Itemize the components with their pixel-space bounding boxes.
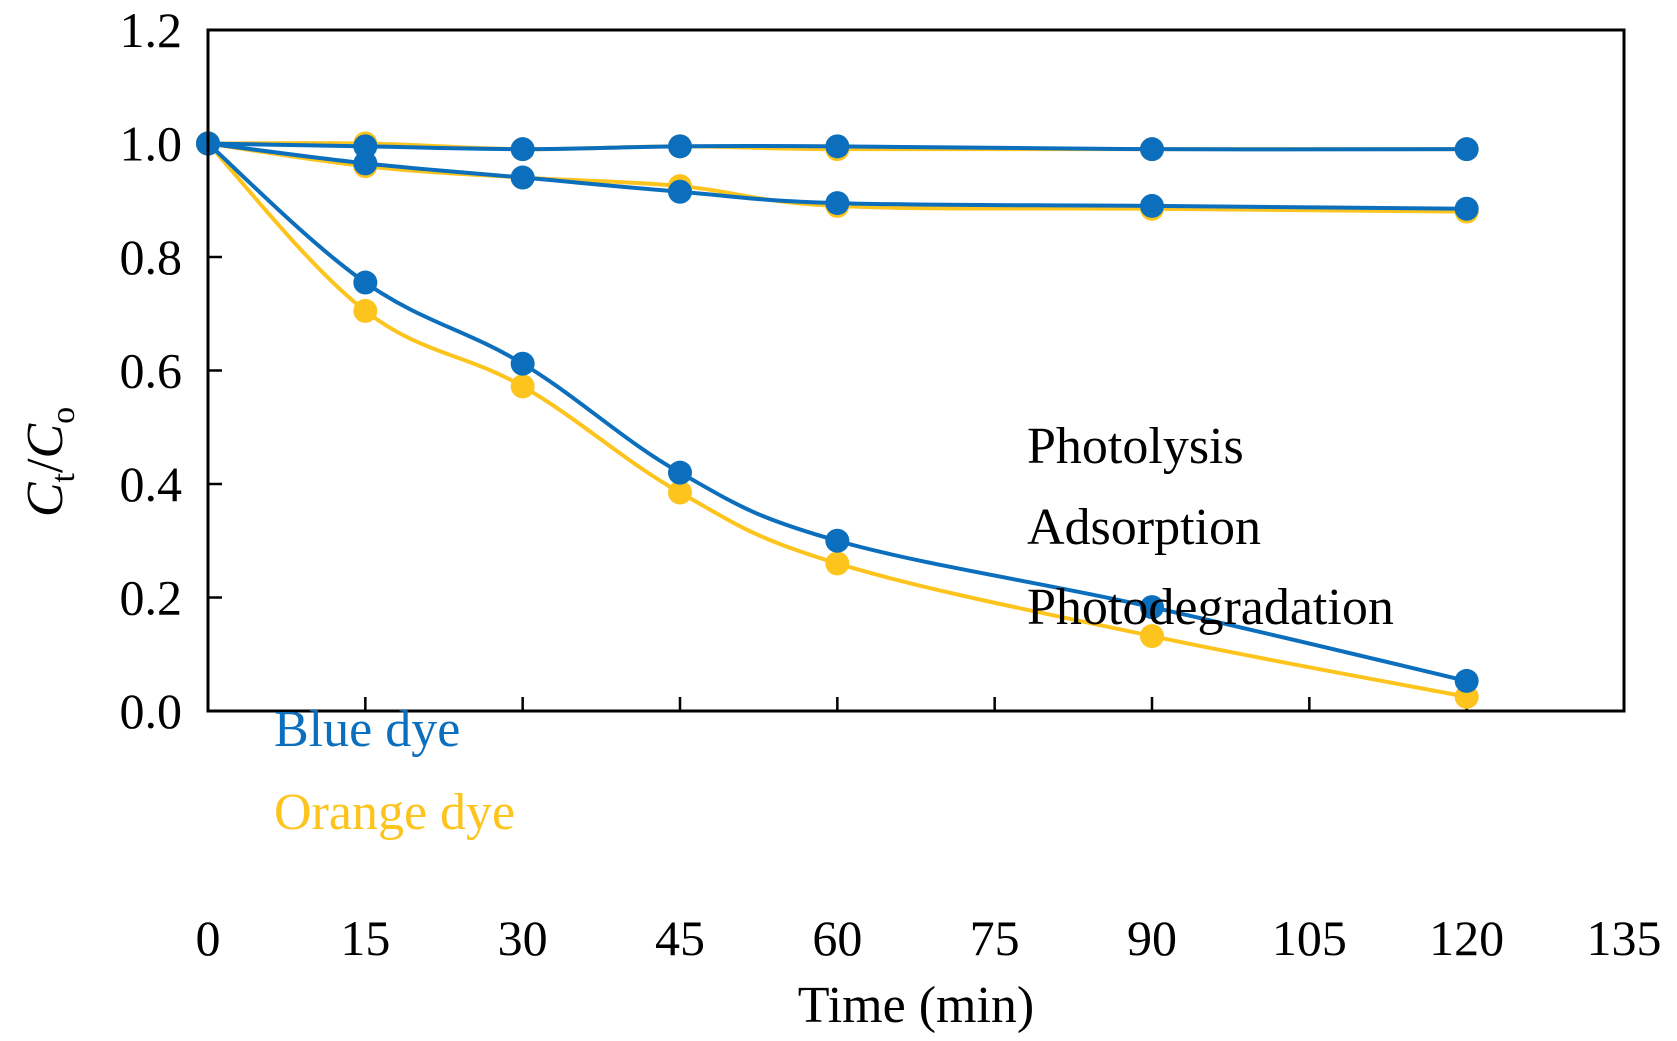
x-tick-label: 15 [340,910,390,966]
y-tick-label: 0.2 [120,570,183,626]
data-point-adsorption-blue [1454,196,1479,221]
data-point-photodegradation-blue [1140,595,1164,620]
data-point-photodegradation-blue [510,351,535,376]
data-point-adsorption-blue [668,179,692,204]
data-point-photolysis-blue [510,137,535,162]
annotation-photolysis: Photolysis [1027,418,1244,475]
data-point-adsorption-blue [1140,193,1164,218]
data-point-photodegradation-blue [825,528,850,553]
data-marks [196,131,1479,709]
data-point-photolysis-blue [353,134,378,159]
legend-blue-dye: Blue dye [274,701,460,758]
x-tick-label: 90 [1127,910,1177,966]
legend-orange-dye: Orange dye [274,784,515,841]
x-tick-label: 75 [970,910,1020,966]
data-point-photolysis-blue [668,134,692,159]
data-point-photodegradation-orange [353,298,378,323]
y-tick-label: 0.8 [120,229,183,285]
x-tick-label: 0 [196,910,221,966]
data-point-adsorption-blue [825,191,850,216]
y-tick-label: 1.0 [120,116,183,172]
data-point-adsorption-blue [353,151,378,176]
data-point-photolysis-blue [1140,137,1164,162]
ticks [206,28,1626,713]
tick-labels: 0 15 30 45 60 75 90 105 120 135 0.0 0.2 0.4 0.6 0.8 1.0… [120,2,1662,966]
y-tick-label: 0.0 [120,683,183,739]
x-tick-label: 60 [812,910,862,966]
data-point-photolysis-blue [825,134,850,159]
y-tick-label: 0.4 [120,456,183,512]
data-point-photolysis-blue [1454,137,1479,162]
x-tick-label: 135 [1587,910,1662,966]
x-tick-label: 120 [1429,910,1504,966]
data-point-photodegradation-blue [353,270,378,295]
x-tick-label: 45 [655,910,705,966]
data-point-photodegradation-blue [668,460,692,485]
y-tick-label: 1.2 [120,2,183,58]
data-point-photodegradation-orange [825,551,850,576]
annotation-photodegradation: Photodegradation [1027,579,1394,636]
plot-frame [206,28,1626,713]
x-axis-title: Time (min) [798,977,1034,1034]
x-tick-label: 30 [498,910,548,966]
data-point-photodegradation-orange [510,374,535,399]
data-point-adsorption-blue [510,165,535,190]
x-tick-label: 105 [1272,910,1347,966]
data-point-photodegradation-orange [1140,624,1164,649]
data-point-photodegradation-orange [668,480,692,505]
annotation-adsorption: Adsorption [1027,499,1261,556]
y-axis-title: Ct/Co [17,407,82,517]
data-point-photodegradation-blue [1454,668,1479,693]
y-tick-label: 0.6 [120,343,183,399]
